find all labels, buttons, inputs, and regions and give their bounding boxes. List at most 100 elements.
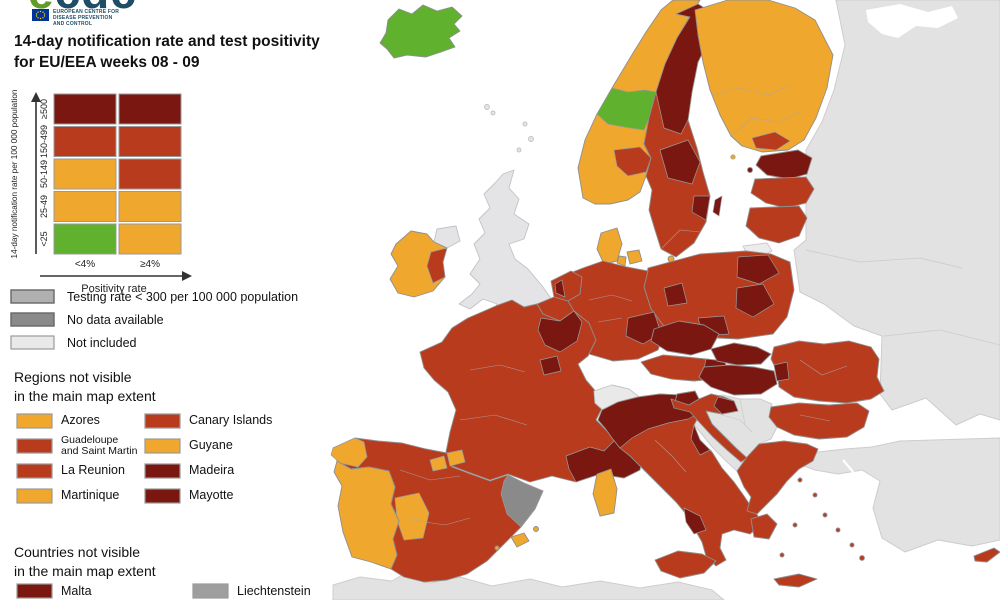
legend-testing-rate: Testing rate < 300 per 100 000 populatio…: [10, 289, 298, 304]
saaremaa: [747, 167, 753, 173]
map-region-northern-ireland: [433, 225, 461, 249]
border-ukraine-russia: [883, 329, 1000, 346]
ecdc-logo-cdc: cdc: [55, 0, 137, 18]
legend-guadeloupe: Guadeloupe and Saint Martin: [16, 433, 144, 458]
not-included-label: Not included: [67, 335, 137, 350]
map-region-sweden-stockholm: [691, 195, 711, 221]
map-region-sicily: [654, 550, 717, 579]
matrix-row-label-3: 25-49: [39, 195, 49, 218]
map-region-latvia: [750, 176, 815, 209]
testing-rate-label: Testing rate < 300 per 100 000 populatio…: [67, 289, 299, 304]
map-region-poland-northeast: [736, 254, 780, 285]
aland: [730, 154, 736, 160]
legend-canary-islands: Canary Islands: [144, 408, 314, 433]
countries-legend: Malta Liechtenstein: [16, 583, 311, 599]
border-balkans-2: [739, 398, 746, 425]
border-finland-2: [730, 111, 801, 137]
legend-malta: Malta: [16, 583, 144, 599]
ibiza: [494, 545, 500, 551]
no-data-swatch: [10, 312, 55, 327]
faroe-islands-2: [490, 110, 496, 116]
map-region-greece: [736, 440, 819, 515]
map-region-netherlands-coast: [554, 279, 566, 298]
map-region-sweden-mid: [659, 139, 701, 185]
bivariate-legend-matrix: 14-day notification rate per 100 000 pop…: [10, 90, 192, 295]
ecdc-org-name: EUROPEAN CENTRE FOR DISEASE PREVENTION A…: [53, 9, 120, 27]
gotland: [712, 195, 723, 217]
map-region-peloponnese: [750, 513, 778, 540]
matrix-row-label-4: <25: [39, 231, 49, 246]
map-region-finland: [694, 0, 834, 153]
map-region-crete: [773, 573, 818, 588]
x-axis-arrowhead: [182, 271, 192, 281]
map-region-spain-galicia: [330, 437, 368, 468]
map-region-portugal: [333, 460, 400, 570]
regions-legend-title: Regions not visible in the main map exte…: [14, 369, 156, 404]
map-region-italy-marche: [690, 424, 711, 456]
not-included-swatch: [10, 335, 55, 350]
map-region-iceland: [379, 4, 463, 59]
map-region-spain-navarra: [446, 449, 466, 467]
map-region-finland-south: [751, 131, 791, 151]
legend-liechtenstein: Liechtenstein: [192, 583, 311, 599]
map-region-denmark-funen: [616, 255, 627, 267]
legend-madeira: Madeira: [144, 458, 314, 483]
legend-not-included: Not included: [10, 335, 137, 350]
legend-la-reunion: La Reunion: [16, 458, 144, 483]
eu-flag-icon: [32, 9, 49, 21]
map-region-cyprus: [973, 547, 1000, 563]
map-region-italy-campania: [683, 507, 707, 535]
no-data-label: No data available: [67, 312, 164, 327]
white-sea: [866, 4, 958, 38]
map-region-norway-southeast: [613, 146, 652, 177]
map-region-hungary: [698, 364, 778, 396]
page-title-line2: for EU/EEA weeks 08 - 09: [14, 54, 200, 71]
map-region-spain-catalonia-nodata: [500, 474, 544, 528]
legend-azores: Azores: [16, 408, 144, 433]
border-balkans-1: [721, 414, 753, 433]
matrix-cells: [53, 93, 182, 255]
page-title-line1: 14-day notification rate and test positi…: [14, 33, 320, 50]
map-region-north-africa: [332, 574, 725, 600]
map-region-lithuania: [745, 205, 808, 244]
faroe-islands: [484, 104, 490, 110]
map-region-spain-rioja: [429, 455, 448, 472]
border-germany-2: [597, 317, 623, 323]
border-france-1: [469, 364, 526, 373]
map-region-slovakia: [710, 342, 772, 366]
map-region-bulgaria: [768, 402, 870, 440]
bosporus-strait: [842, 459, 855, 474]
legend-guyane: Guyane: [144, 433, 314, 458]
testing-rate-swatch: [10, 289, 55, 304]
map-region-poland-mazovia: [735, 283, 775, 318]
matrix-row-label-0: ≥500: [39, 99, 49, 119]
border-romania-1: [799, 359, 848, 376]
matrix-y-axis-label: 14-day notification rate per 100 000 pop…: [10, 90, 19, 258]
aegean-islands: [779, 477, 865, 561]
y-axis-arrowhead: [31, 92, 41, 102]
shetland-2: [528, 136, 534, 142]
border-spain-2: [411, 517, 471, 526]
map-region-mallorca: [510, 532, 530, 548]
orkney: [516, 147, 522, 153]
map-region-romania-west: [773, 361, 790, 382]
legend-martinique: Martinique: [16, 483, 144, 508]
border-france-2: [459, 414, 528, 426]
map-region-france-iledefrance: [539, 355, 562, 376]
matrix-row-label-1: 150-499: [39, 125, 49, 158]
map-region-russia-belarus-ukraine: [793, 0, 1000, 426]
border-germany-1: [588, 294, 633, 302]
map-region-croatia-east: [713, 396, 739, 415]
legend-no-data: No data available: [10, 312, 164, 327]
matrix-col-label-1: ≥4%: [140, 259, 160, 270]
matrix-row-label-2: 50-149: [39, 160, 49, 188]
regions-legend: Azores Canary Islands Guadeloupe and Sain…: [16, 408, 314, 508]
map-region-denmark-jutland: [596, 227, 623, 265]
countries-legend-title: Countries not visible in the main map ex…: [14, 544, 156, 579]
menorca: [533, 526, 539, 532]
shetland-1: [522, 121, 528, 127]
map-region-turkey: [792, 437, 1000, 553]
border-spain-1: [399, 469, 461, 481]
border-bulgaria-1: [799, 414, 831, 422]
